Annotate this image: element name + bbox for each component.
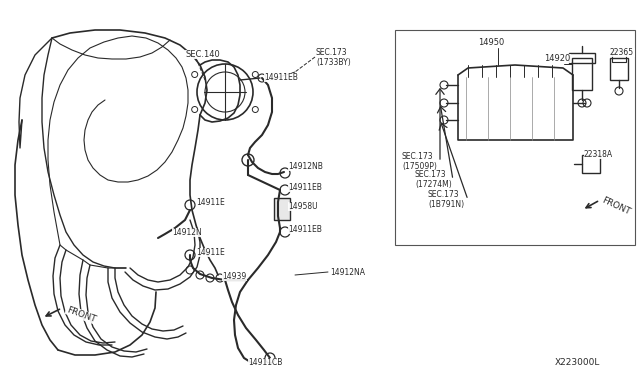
Text: 22318A: 22318A (584, 150, 613, 159)
Text: 14911EB: 14911EB (264, 73, 298, 82)
Text: 14912NA: 14912NA (330, 268, 365, 277)
Text: 22365: 22365 (610, 48, 634, 57)
Text: SEC.173
(17274M): SEC.173 (17274M) (415, 170, 452, 189)
Text: 14911CB: 14911CB (248, 358, 282, 367)
Text: 14911EB: 14911EB (288, 183, 322, 192)
Bar (612, 50, 626, 62)
Text: 14920: 14920 (544, 54, 570, 63)
Text: X223000L: X223000L (555, 358, 600, 367)
Text: SEC.173
(1B791N): SEC.173 (1B791N) (428, 190, 464, 209)
Bar (582, 155, 600, 173)
Text: 14911E: 14911E (196, 198, 225, 207)
Text: 14950: 14950 (478, 38, 504, 47)
Bar (274, 198, 290, 220)
Text: 14911E: 14911E (196, 248, 225, 257)
Text: 14912N: 14912N (172, 228, 202, 237)
Text: 14912NB: 14912NB (288, 162, 323, 171)
Bar (610, 58, 628, 80)
Text: SEC.140: SEC.140 (185, 50, 220, 59)
Bar (572, 58, 592, 90)
Text: FRONT: FRONT (600, 196, 632, 217)
Text: FRONT: FRONT (65, 305, 97, 324)
Text: 14939: 14939 (222, 272, 246, 281)
Bar (395, 30, 635, 245)
Text: 14958U: 14958U (288, 202, 317, 211)
Bar (569, 53, 595, 63)
Text: SEC.173
(17509P): SEC.173 (17509P) (402, 152, 437, 171)
Text: SEC.173
(1733BY): SEC.173 (1733BY) (316, 48, 351, 67)
Text: 14911EB: 14911EB (288, 225, 322, 234)
